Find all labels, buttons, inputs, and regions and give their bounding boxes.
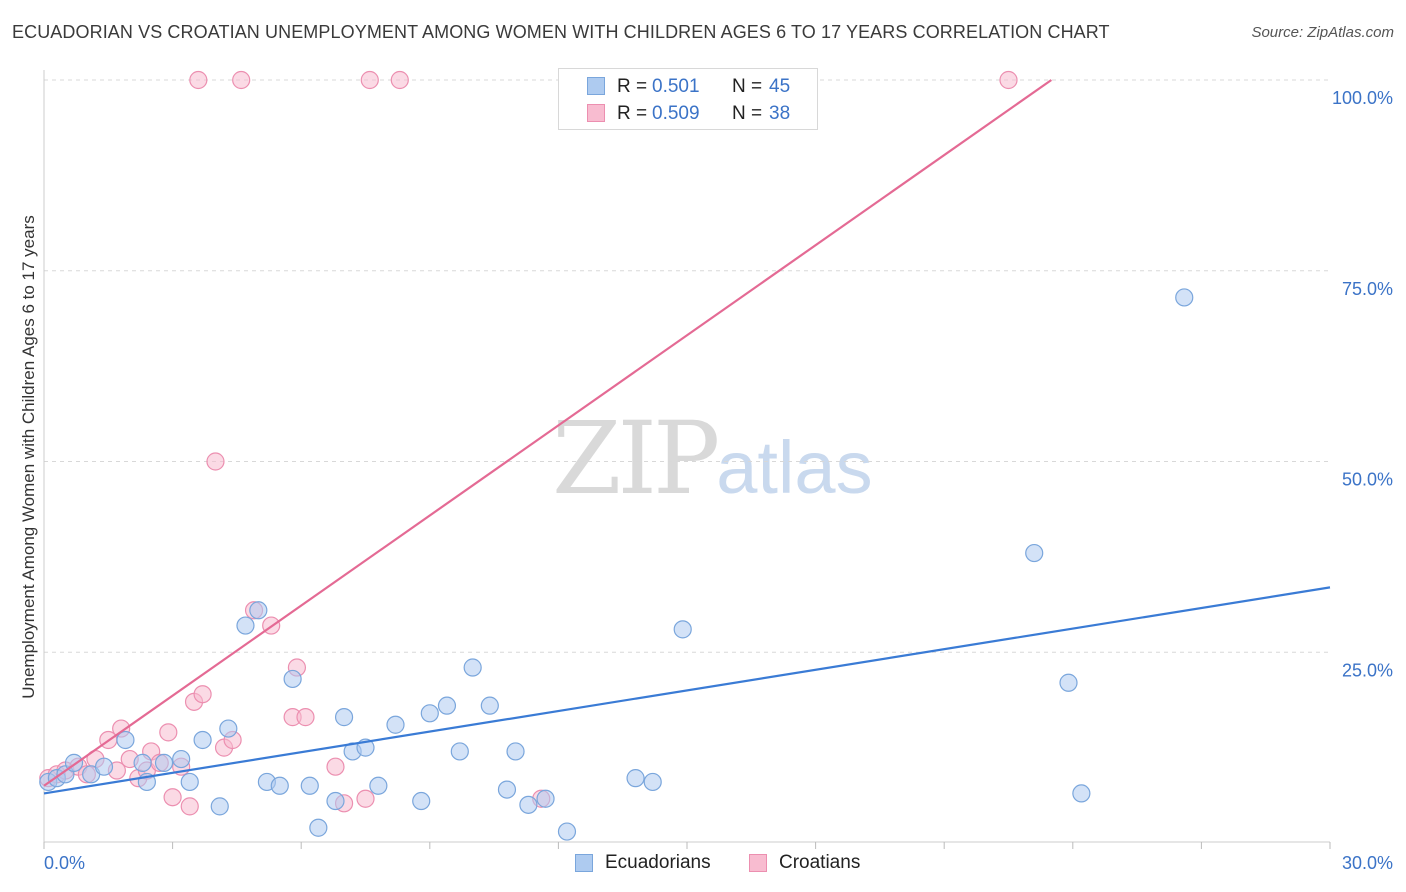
x-tick-label: 0.0% — [44, 853, 85, 873]
legend-r-value: 0.501 — [652, 76, 700, 97]
ecuadorian-point — [420, 704, 439, 723]
ecuadorian-point — [210, 797, 229, 816]
ecuadorian-point — [116, 730, 135, 750]
croatian-point — [356, 789, 375, 808]
croatian-point — [360, 70, 379, 90]
ecuadorian-point — [309, 818, 328, 837]
legend-r-label: R = — [617, 103, 648, 124]
croatian-point — [999, 70, 1018, 90]
ecuadorian-point — [172, 749, 191, 769]
y-tick-label: 100.0% — [1332, 88, 1393, 108]
y-axis-label: Unemployment Among Women with Children A… — [19, 215, 38, 699]
croatian-point — [206, 452, 225, 471]
ecuadorian-point — [249, 601, 268, 620]
bottom-legend-label: Croatians — [779, 852, 861, 873]
legend-r-label: R = — [617, 76, 648, 97]
ecuadorian-point — [1059, 673, 1078, 692]
watermark: ZIPatlas — [552, 400, 873, 517]
legend-n-value: 38 — [769, 103, 791, 124]
ecuadorian-point — [463, 658, 482, 677]
ecuadorian-point — [497, 780, 517, 799]
ecuadorian-point — [133, 753, 152, 772]
ecuadorian-point — [437, 696, 457, 715]
croatian-point — [390, 70, 409, 90]
bottom-legend-swatch-croatians — [749, 854, 767, 872]
ecuadorian-point — [193, 730, 212, 750]
legend-r-value: 0.509 — [652, 103, 700, 124]
ecuadorian-point — [643, 772, 662, 792]
ecuadorian-point — [326, 791, 345, 811]
y-tick-label: 75.0% — [1342, 279, 1393, 299]
croatian-point — [159, 723, 178, 742]
ecuadorian-point — [386, 715, 405, 734]
ecuadorian-point — [1175, 288, 1194, 307]
ecuadorian-point — [480, 696, 499, 715]
x-tick-label: 30.0% — [1342, 853, 1393, 873]
ecuadorian-point — [283, 669, 302, 689]
watermark-atlas: atlas — [716, 426, 873, 509]
chart-title: ECUADORIAN VS CROATIAN UNEMPLOYMENT AMON… — [12, 22, 1110, 42]
croatian-point — [232, 70, 251, 90]
ecuadorian-point — [536, 789, 555, 808]
ecuadorian-point — [236, 616, 255, 635]
ecuadorian-point — [369, 776, 388, 795]
legend-swatch-ecuadorians — [587, 77, 605, 95]
croatian-trend-line — [43, 79, 1052, 787]
croatian-point — [193, 685, 212, 704]
ecuadorian-point — [519, 795, 538, 814]
croatian-point — [189, 70, 208, 90]
bottom-legend-swatch-ecuadorians — [575, 854, 593, 872]
croatian-point — [296, 708, 315, 727]
y-tick-label: 25.0% — [1342, 660, 1393, 680]
croatian-point — [180, 797, 199, 816]
ecuadorian-point — [412, 791, 431, 811]
ecuadorian-point — [557, 822, 577, 841]
ecuadorian-point — [626, 769, 645, 788]
legend-n-value: 45 — [769, 76, 791, 97]
ecuadorian-point — [180, 772, 199, 792]
y-tick-label: 50.0% — [1342, 470, 1393, 490]
legend-n-label: N = — [732, 103, 763, 124]
source-label: Source: ZipAtlas.com — [1251, 24, 1394, 41]
legend-swatch-croatians — [587, 104, 605, 122]
correlation-legend: R = 0.501 N = 45 R = 0.509 N = 38 — [558, 68, 818, 130]
ecuadorian-point — [94, 757, 114, 776]
croatian-point — [163, 788, 182, 807]
ecuadorian-point — [300, 776, 319, 795]
croatian-point — [326, 757, 345, 776]
ecuadorian-point — [506, 742, 525, 761]
legend-n-label: N = — [732, 76, 763, 97]
watermark-zip: ZIP — [552, 400, 720, 517]
ecuadorian-point — [154, 753, 174, 772]
ecuadorian-point — [219, 719, 238, 738]
ecuadorian-point — [334, 708, 354, 727]
bottom-legend-label: Ecuadorians — [605, 852, 711, 873]
ecuadorian-point — [450, 742, 469, 761]
ecuadorian-point — [270, 776, 289, 795]
ecuadorian-point — [1072, 784, 1091, 803]
ecuadorian-trend-line — [43, 586, 1331, 795]
ecuadorian-point — [673, 620, 692, 639]
ecuadorian-point — [1025, 543, 1044, 563]
